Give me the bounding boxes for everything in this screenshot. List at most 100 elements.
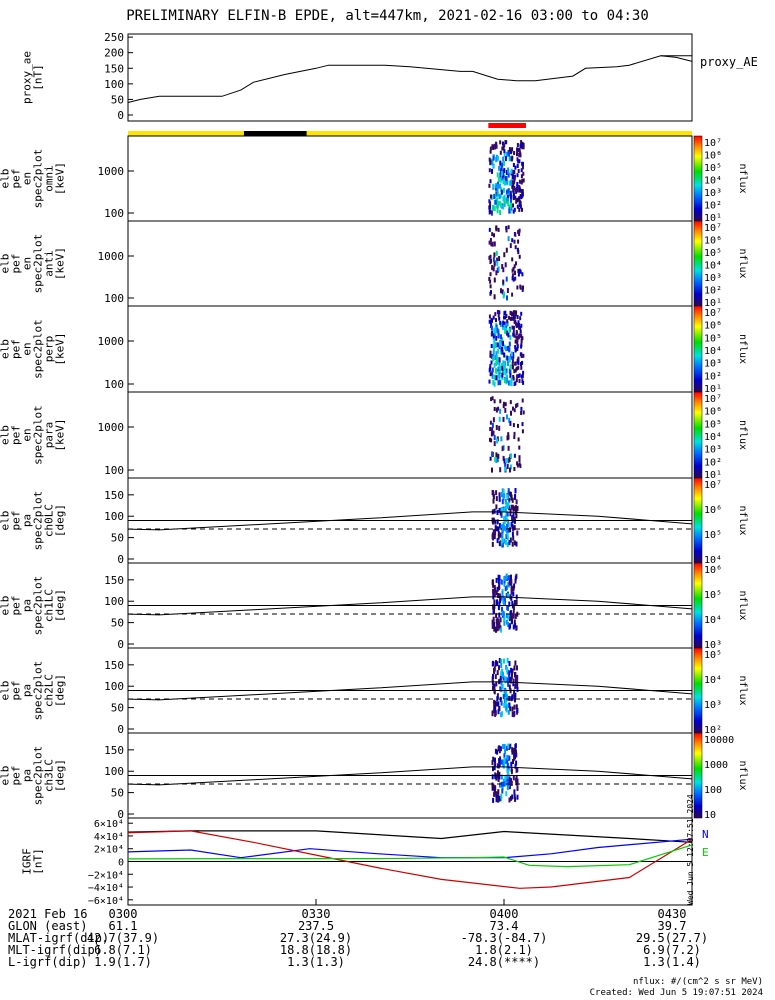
spec2plot_anti-pixel (511, 292, 514, 297)
spec2plot_omni-pixel (504, 156, 507, 162)
spec2plot_perp-pixel (521, 336, 524, 341)
spec2plot_ch2LC-pixel (513, 704, 516, 710)
spec2plot_ch1LC-pixel (491, 580, 494, 586)
spec2plot_omni-pixel (522, 142, 525, 147)
proxy-ae-ytick-label: 200 (104, 47, 124, 60)
spec2plot_omni-pixel (500, 202, 503, 208)
spec2plot_ch1LC-pixel (501, 611, 504, 616)
spec2plot_perp-ylabel-4: perp (43, 336, 56, 363)
spec2plot_perp-pixel (510, 351, 513, 357)
spec2plot_ch1LC-pixel (491, 619, 494, 625)
spec2plot_omni-pixel (521, 141, 524, 146)
spec2plot_perp-pixel (494, 343, 497, 349)
spec2plot_para-pixel (495, 425, 498, 430)
proxy-ae-ylabel-0: proxy_ae (21, 51, 34, 104)
spec2plot_perp-pixel (492, 315, 495, 320)
spec2plot_perp-pixel (514, 381, 517, 386)
spec2plot_omni-pixel (522, 171, 525, 176)
spec2plot_ch0LC-cbar-tick-1: 10⁶ (704, 505, 722, 516)
spec2plot_ch2LC-cbar-label: nflux (737, 675, 748, 705)
spec2plot_ch0LC-pixel (505, 539, 507, 545)
spec2plot_perp-pixel (489, 372, 492, 377)
spec2plot_perp-colorbar (693, 305, 703, 393)
spec2plot_omni-pixel (499, 177, 502, 183)
spec2plot_ch3LC-pixel (491, 774, 494, 780)
spec2plot_omni-pixel (499, 172, 502, 178)
spec2plot_ch3LC-pixel (506, 762, 509, 768)
spec2plot_ch1LC-pixel (493, 599, 496, 605)
spec2plot_ch1LC-pixel (493, 626, 496, 632)
spec2plot_para-cbar-tick-0: 10⁷ (704, 394, 722, 405)
spec2plot_omni-pixel (510, 168, 513, 174)
spec2plot_omni-pixel (514, 165, 517, 170)
spec2plot_perp-pixel (505, 314, 508, 318)
spec2plot_omni-pixel (516, 182, 519, 186)
spec2plot_ch2LC-pixel (501, 711, 504, 717)
spec2plot_ch2LC-pixel (498, 665, 500, 671)
spec2plot_para-pixel (506, 435, 509, 441)
spec2plot_perp-pixel (512, 316, 515, 321)
spec2plot_para-pixel (512, 406, 514, 411)
igrf-legend-e: E (702, 846, 709, 859)
spec2plot_anti-cbar-tick-4: 10³ (704, 273, 722, 284)
spec2plot_ch3LC-pixel (510, 780, 513, 786)
spec2plot_omni-pixel (511, 175, 514, 180)
spec2plot_omni-pixel (488, 157, 491, 162)
spec2plot_omni-pixel (500, 189, 503, 195)
spec2plot_ch3LC-pixel (512, 759, 514, 764)
x-axis-row-label-1: GLON (east) (8, 919, 87, 933)
spec2plot_anti-pixel (493, 233, 495, 238)
spec2plot_omni-pixel (491, 168, 493, 174)
spec2plot_ch1LC-pixel (497, 574, 500, 580)
spec2plot_perp-pixel (506, 330, 509, 336)
spec2plot_anti-pixel (489, 238, 492, 242)
spec2plot_perp-pixel (514, 361, 517, 366)
spec2plot_omni-pixel (499, 140, 502, 145)
spec2plot_omni-pixel (504, 176, 507, 182)
spec2plot_omni-pixel (499, 160, 502, 166)
spec2plot_omni-pixel (489, 204, 491, 209)
spec2plot_omni-pixel (516, 164, 519, 168)
spec2plot_perp-pixel (502, 320, 505, 325)
spec2plot_perp-pixel (492, 344, 495, 350)
spec2plot_ch2LC-pixel (507, 677, 510, 682)
spec2plot_ch3LC-cbar-label: nflux (737, 760, 748, 790)
spec2plot_omni-pixel (495, 141, 498, 146)
spec2plot_perp-pixel (509, 369, 512, 375)
spec2plot_omni-pixel (516, 198, 518, 203)
x-axis-row-value-2-2: -78.3(-84.7) (461, 931, 548, 945)
spec2plot_perp-pixel (520, 365, 523, 370)
spec2plot_perp-cbar-tick-2: 10⁵ (704, 333, 722, 344)
spec2plot_ch3LC-pixel (510, 761, 513, 767)
spec2plot_ch3LC-pixel (513, 747, 516, 753)
spec2plot_ch3LC-pixel (503, 743, 506, 749)
spec2plot_omni-cbar-tick-3: 10⁴ (704, 176, 722, 187)
spec2plot_ch0LC-ytick-label-2: 50 (111, 532, 124, 545)
spec2plot_ch0LC-cbar-tick-0: 10⁷ (704, 480, 722, 491)
spec2plot_anti-ytick-label-1: 100 (104, 292, 124, 305)
spec2plot_perp-pixel (515, 378, 518, 383)
spec2plot_omni-cbar-tick-4: 10³ (704, 188, 722, 199)
spec2plot_ch0LC-pixel (506, 542, 509, 547)
spec2plot_perp-pixel (496, 310, 499, 314)
spec2plot_omni-pixel (517, 169, 520, 173)
spec2plot_anti-pixel (509, 243, 512, 249)
spec2plot_anti-pixel (498, 256, 501, 261)
spec2plot_ch0LC-pixel (497, 534, 500, 540)
spec2plot_ch1LC-pixel (503, 611, 506, 617)
spec2plot_perp-pixel (520, 344, 523, 349)
proxy-ae-ytick-label: 150 (104, 62, 124, 75)
spec2plot_perp-pixel (522, 353, 525, 358)
spec2plot_ch1LC-pixel (498, 612, 501, 618)
spec2plot_anti-pixel (505, 276, 508, 282)
spec2plot_ch1LC-pixel (500, 579, 503, 585)
spec2plot_ch2LC-pixel (501, 683, 504, 689)
spec2plot_ch2LC-ytick-label-0: 150 (104, 659, 124, 672)
spec2plot_ch1LC-ytick-label-0: 150 (104, 574, 124, 587)
spec2plot_ch1LC-pixel (495, 600, 498, 606)
spec2plot_omni-pixel (516, 152, 518, 157)
spec2plot_anti-pixel (503, 252, 506, 258)
spec2plot_omni-pixel (495, 157, 498, 163)
spec2plot_omni-pixel (512, 209, 515, 214)
spec2plot_omni-pixel (517, 147, 520, 152)
